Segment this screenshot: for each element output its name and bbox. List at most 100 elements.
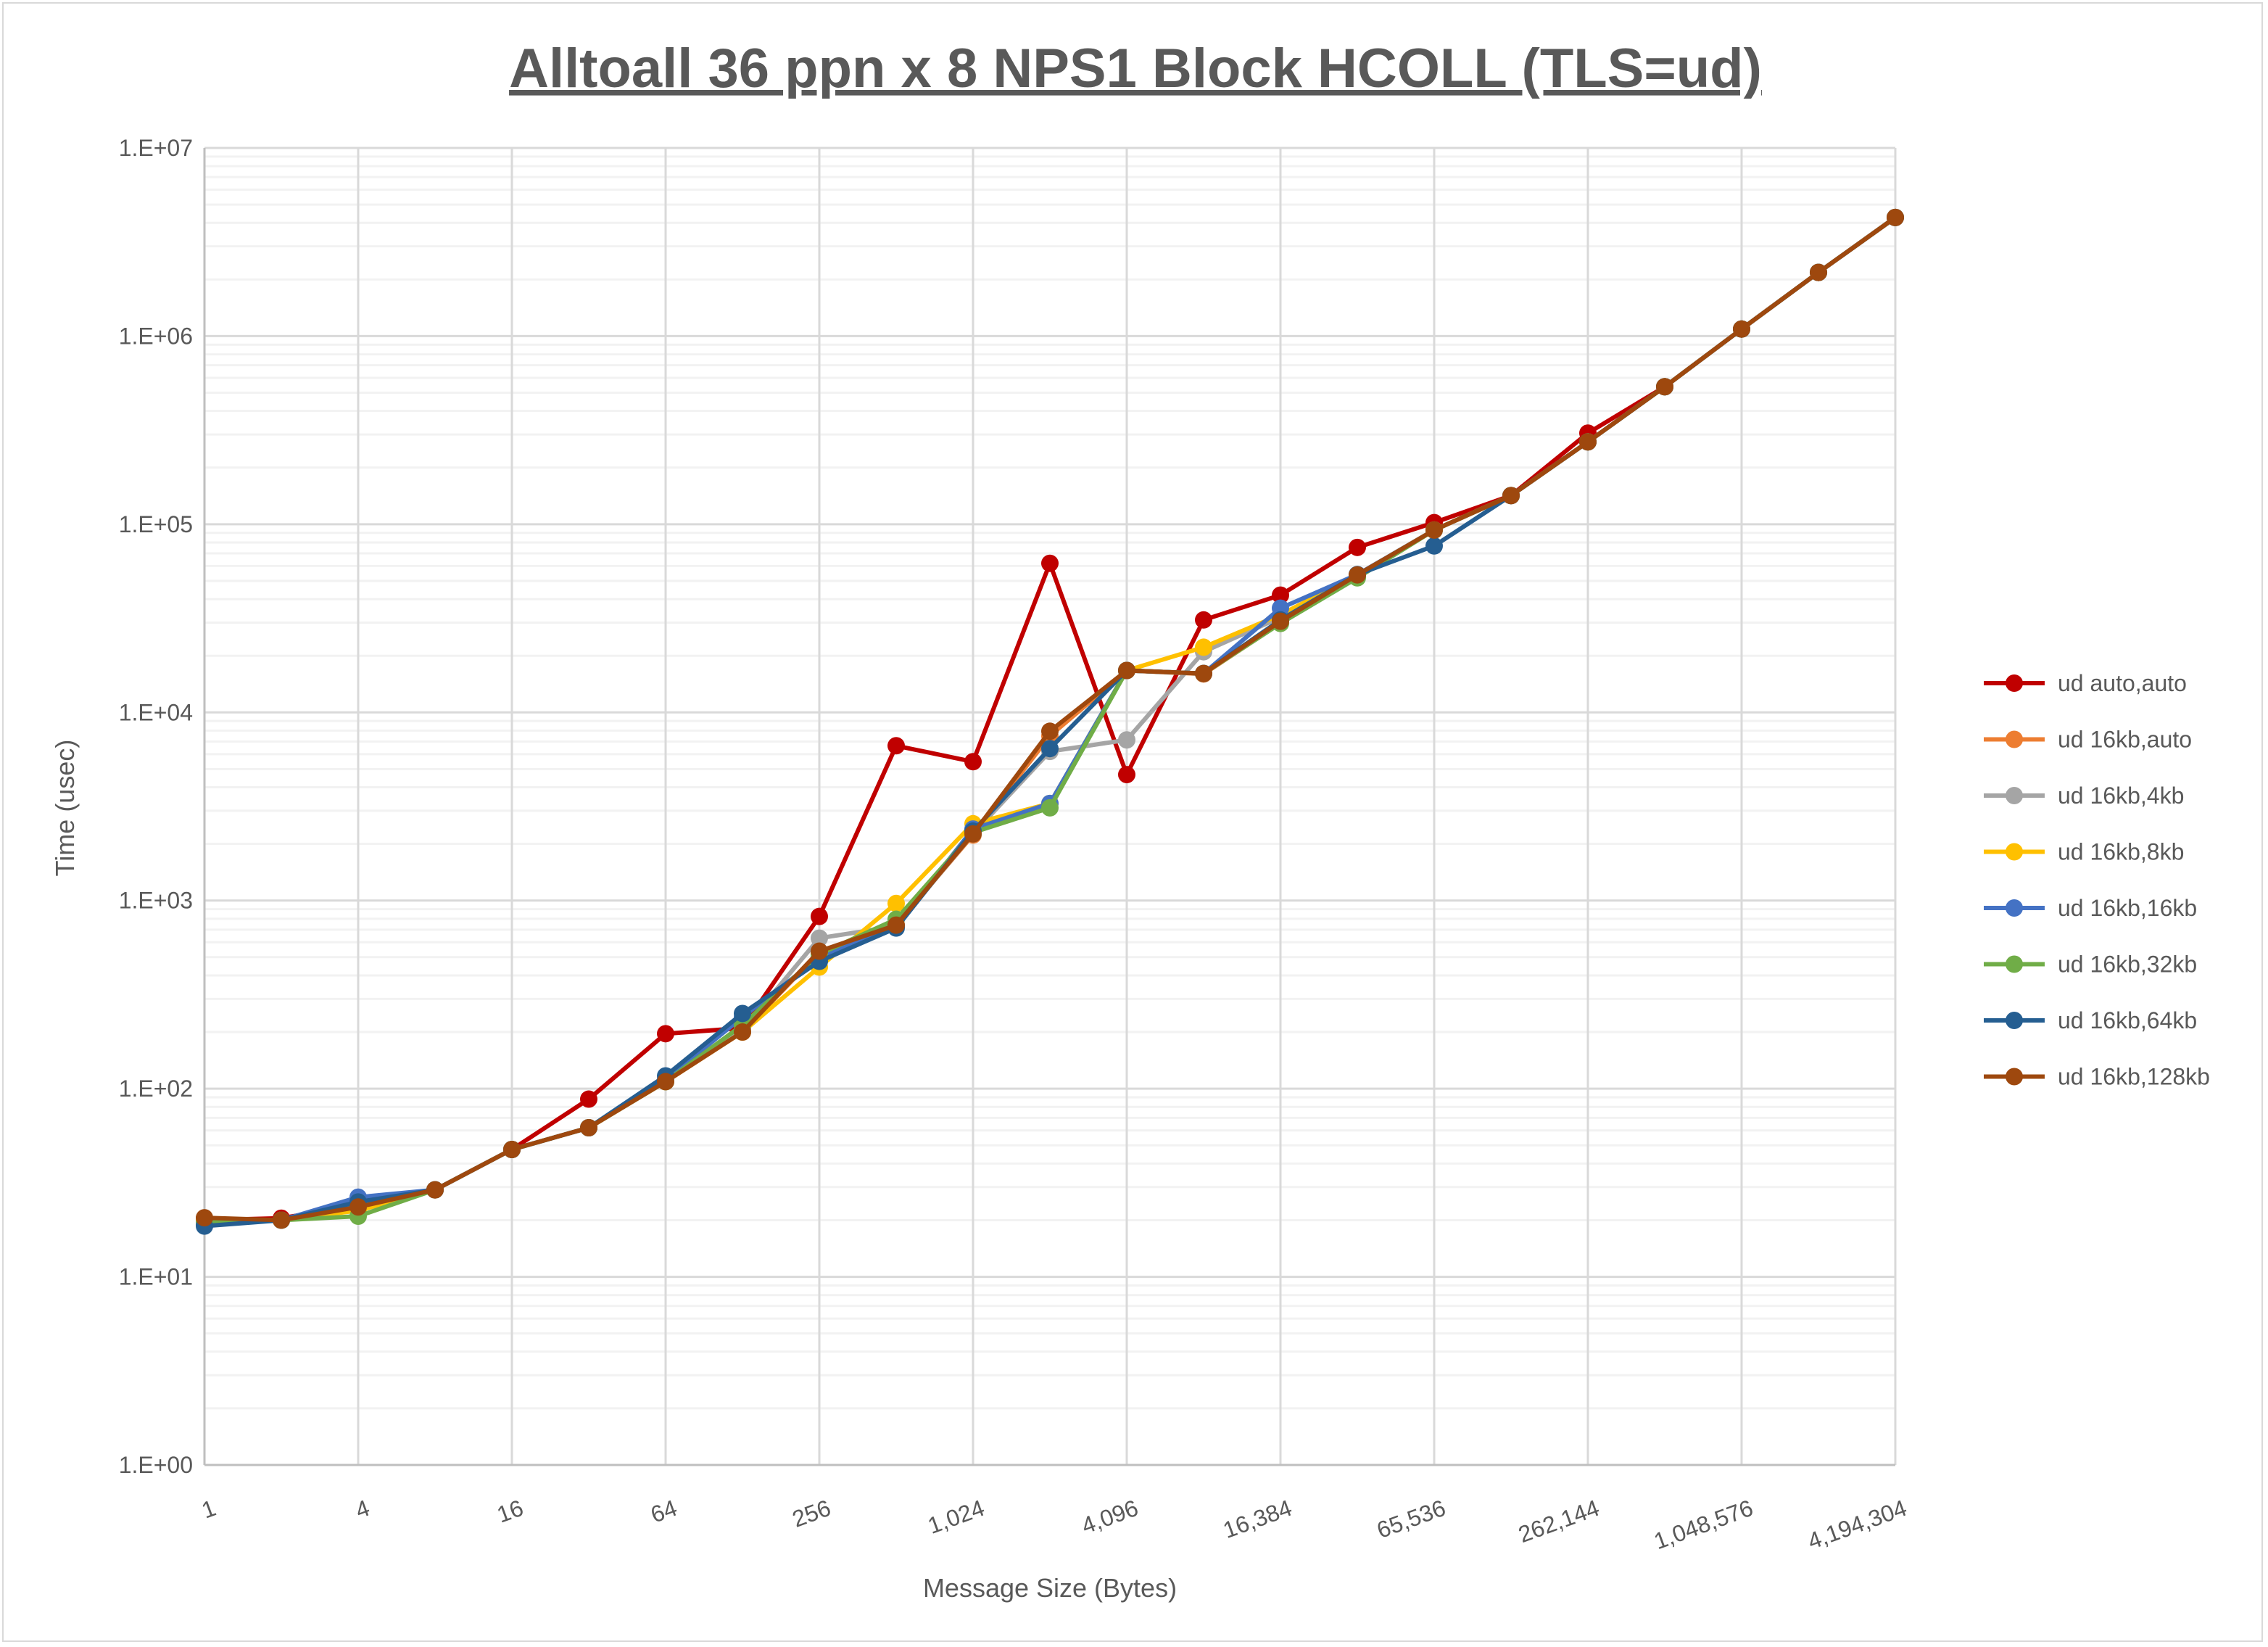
y-tick-label: 1.E+02 — [119, 1076, 193, 1102]
data-point — [811, 942, 828, 960]
series-ud-auto-auto — [196, 208, 1904, 1229]
legend-item: ud 16kb,8kb — [1984, 839, 2184, 865]
data-point — [580, 1119, 597, 1137]
legend-item: ud 16kb,128kb — [1984, 1064, 2210, 1090]
legend-marker — [2006, 1068, 2023, 1086]
legend-marker — [2006, 955, 2023, 973]
data-point — [887, 894, 905, 912]
legend-label: ud 16kb,auto — [2058, 727, 2192, 753]
data-point — [734, 1004, 751, 1023]
legend-label: ud 16kb,16kb — [2058, 895, 2197, 921]
series-line — [204, 215, 1897, 1225]
data-point — [1272, 586, 1289, 604]
x-tick-label: 64 — [647, 1495, 681, 1528]
data-point — [1041, 798, 1059, 817]
data-point — [1502, 487, 1520, 505]
data-point — [887, 737, 905, 755]
legend-label: ud 16kb,32kb — [2058, 952, 2197, 978]
series-line — [204, 215, 1897, 1223]
data-point — [1887, 208, 1904, 226]
legend-marker — [2006, 730, 2023, 748]
data-point — [1195, 664, 1212, 682]
y-tick-label: 1.E+00 — [119, 1452, 193, 1478]
series-layer — [196, 208, 1904, 1235]
data-point — [1118, 661, 1135, 680]
series-ud-16kb-auto — [196, 208, 1904, 1229]
x-tick-label: 1 — [198, 1495, 219, 1524]
y-tick-label: 1.E+05 — [119, 511, 193, 537]
data-point — [657, 1073, 674, 1091]
series-ud-16kb-128kb — [196, 208, 1904, 1229]
series-ud-16kb-32kb — [196, 208, 1904, 1231]
data-point — [1118, 731, 1135, 749]
series-line — [204, 215, 1897, 1223]
x-tick-label: 16,384 — [1220, 1495, 1295, 1543]
x-tick-label: 256 — [789, 1495, 834, 1532]
series-line — [204, 215, 1897, 1223]
y-tick-label: 1.E+04 — [119, 699, 193, 725]
legend-item: ud 16kb,auto — [1984, 727, 2192, 753]
y-tick-label: 1.E+06 — [119, 323, 193, 349]
data-point — [811, 929, 828, 947]
data-point — [580, 1090, 597, 1108]
data-point — [964, 825, 982, 843]
x-tick-label: 1,048,576 — [1650, 1495, 1756, 1555]
legend-label: ud auto,auto — [2058, 670, 2187, 696]
x-tick-label: 4,194,304 — [1804, 1495, 1910, 1555]
legend: ud auto,auto ud 16kb,auto ud 16kb,4kb ud 16… — [1984, 670, 2210, 1090]
data-point — [503, 1141, 521, 1159]
data-point — [734, 1023, 751, 1041]
data-point — [1041, 740, 1059, 758]
data-point — [1272, 612, 1289, 630]
legend-item: ud 16kb,64kb — [1984, 1007, 2197, 1033]
y-axis-label: Time (usec) — [50, 740, 80, 877]
data-point — [657, 1025, 674, 1043]
legend-marker — [2006, 899, 2023, 917]
legend-item: ud 16kb,4kb — [1984, 783, 2184, 809]
legend-label: ud 16kb,8kb — [2058, 839, 2184, 865]
legend-label: ud 16kb,128kb — [2058, 1064, 2210, 1090]
legend-item: ud 16kb,32kb — [1984, 952, 2197, 978]
data-point — [1349, 538, 1366, 556]
legend-item: ud 16kb,16kb — [1984, 895, 2197, 921]
data-point — [349, 1198, 367, 1216]
data-point — [1041, 722, 1059, 740]
data-point — [1733, 320, 1750, 338]
data-point — [1195, 638, 1212, 656]
legend-marker — [2006, 787, 2023, 804]
legend-item: ud auto,auto — [1984, 670, 2187, 696]
x-tick-label: 16 — [494, 1495, 527, 1528]
series-ud-16kb-4kb — [196, 208, 1904, 1229]
data-point — [273, 1211, 290, 1229]
data-point — [1041, 554, 1059, 572]
data-point — [887, 916, 905, 934]
data-point — [1195, 611, 1212, 629]
legend-label: ud 16kb,64kb — [2058, 1007, 2197, 1033]
data-point — [1425, 537, 1443, 555]
x-axis-label: Message Size (Bytes) — [923, 1573, 1177, 1603]
data-point — [1349, 566, 1366, 584]
series-line — [204, 215, 1897, 1223]
data-point — [1579, 433, 1597, 451]
y-tick-label: 1.E+07 — [119, 135, 193, 161]
data-point — [1810, 263, 1827, 281]
x-tick-label: 65,536 — [1373, 1495, 1449, 1543]
data-point — [426, 1181, 444, 1199]
data-point — [811, 907, 828, 925]
legend-marker — [2006, 1012, 2023, 1029]
series-ud-16kb-8kb — [196, 208, 1904, 1229]
legend-marker — [2006, 843, 2023, 861]
y-tick-label: 1.E+01 — [119, 1264, 193, 1290]
x-tick-label: 262,144 — [1515, 1495, 1602, 1548]
legend-label: ud 16kb,4kb — [2058, 783, 2184, 809]
data-point — [1656, 378, 1673, 396]
data-point — [964, 753, 982, 771]
x-tick-label: 1,024 — [924, 1495, 988, 1539]
x-tick-label: 4 — [352, 1495, 373, 1524]
x-tick-label: 4,096 — [1078, 1495, 1142, 1539]
data-point — [1118, 766, 1135, 784]
y-tick-label: 1.E+03 — [119, 888, 193, 914]
data-point — [196, 1209, 213, 1227]
